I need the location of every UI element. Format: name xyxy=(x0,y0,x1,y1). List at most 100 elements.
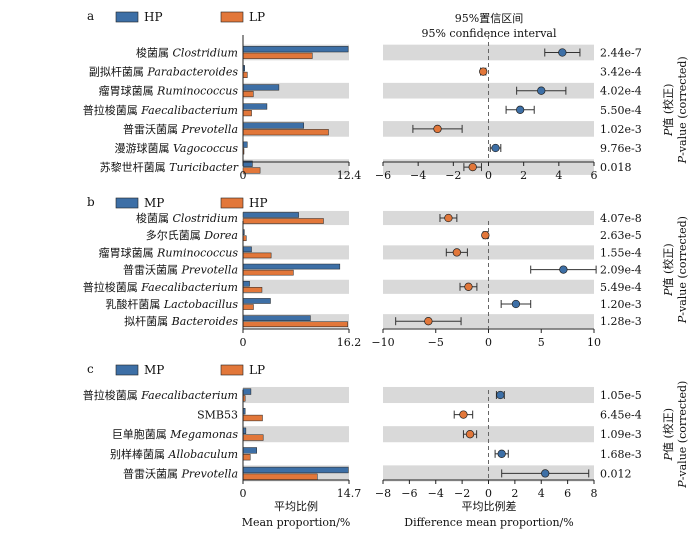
panel-b-legend-swatch-hp xyxy=(220,197,244,209)
panel-a-diff-point-4 xyxy=(433,124,442,134)
panel-c-band-right-0 xyxy=(383,386,594,404)
panel-a-diff-point-1 xyxy=(479,67,488,76)
panel-b-category-label-2: 瘤胃球菌属 Ruminococcus xyxy=(99,245,239,259)
panel-a-p-value-3: 5.50e-4 xyxy=(600,104,642,117)
footer-right-en: Difference mean proportion/% xyxy=(404,516,573,529)
panel-a-letter: a xyxy=(87,9,94,23)
panel-c-mean-tick-label-1: 14.7 xyxy=(337,487,362,500)
panel-c-letter: c xyxy=(87,362,94,376)
panel-b-diff-tick-label-3: 5 xyxy=(538,336,545,349)
panel-a-p-value-5: 9.76e-3 xyxy=(600,142,642,155)
panel-b-band-left-4 xyxy=(243,279,349,294)
panel-c-diff-point-1 xyxy=(459,410,468,419)
panel-b-diff-tick-label-0: −10 xyxy=(371,336,394,349)
panel-b-bar-mp-6 xyxy=(242,315,311,321)
panel-b-pvalue-label-cn: P值 (校正) xyxy=(661,243,675,297)
panel-a-mean-tick-label-0: 0 xyxy=(240,169,247,182)
panel-a-category-label-2: 瘤胃球菌属 Ruminococcus xyxy=(99,84,239,98)
panel-c-legend-label-mp: MP xyxy=(144,363,164,377)
panel-c-category-label-3: 别样棒菌属 Allobaculum xyxy=(110,447,238,461)
panel-c-p-value-1: 6.45e-4 xyxy=(600,409,642,422)
panel-b-bar-hp-0 xyxy=(242,218,324,224)
panel-a-p-value-6: 0.018 xyxy=(600,161,632,174)
panel-c-bar-lp-4 xyxy=(242,473,318,480)
panel-a-pvalue-label-cn: P值 (校正) xyxy=(661,84,675,138)
panel-a-bar-lp-6 xyxy=(242,167,261,174)
panel-b-diff-point-1 xyxy=(481,231,490,240)
panel-b-p-value-3: 2.09e-4 xyxy=(600,264,642,277)
panel-b-p-value-0: 4.07e-8 xyxy=(600,212,642,225)
panel-c-p-value-2: 1.09e-3 xyxy=(600,428,642,441)
panel-a-legend-swatch-hp xyxy=(115,11,139,23)
panel-b-bar-mp-0 xyxy=(242,212,299,218)
panel-a-bar-hp-0 xyxy=(242,46,349,53)
panel-b-diff-point-5 xyxy=(511,299,521,309)
panel-c-p-value-0: 1.05e-5 xyxy=(600,389,642,402)
panel-a-bar-hp-3 xyxy=(242,103,268,110)
panel-a-mean-tick-label-1: 12.4 xyxy=(337,169,362,182)
panel-a-p-value-4: 1.02e-3 xyxy=(600,123,642,136)
panel-b-pvalue-label-en: P-value (corrected) xyxy=(676,216,689,324)
panel-b-bar-hp-2 xyxy=(242,252,272,259)
panel-a-category-label-1: 副拟杆菌属 Parabacteroides xyxy=(89,65,238,79)
panel-c-band-left-0 xyxy=(243,386,349,404)
panel-b-diff-tick-label-4: 10 xyxy=(587,336,601,349)
footer-left-cn: 平均比例 xyxy=(274,499,318,513)
panel-c-diff-tick-label-2: −4 xyxy=(428,487,444,500)
panel-b-legend-swatch-mp xyxy=(115,197,139,209)
panel-b-p-value-2: 1.55e-4 xyxy=(600,246,642,259)
panel-c-bar-lp-2 xyxy=(242,434,264,441)
panel-a-diff-point-0 xyxy=(558,48,567,57)
panel-a-diff-point-6 xyxy=(468,162,477,172)
panel-b-bar-mp-3 xyxy=(242,263,341,270)
panel-b-legend-label-hp: HP xyxy=(249,196,268,210)
footer-right-cn: 平均比例差 xyxy=(462,499,517,513)
panel-a-legend-label-hp: HP xyxy=(144,10,163,24)
panel-a-category-label-6: 苏黎世杆菌属 Turicibacter xyxy=(100,160,239,174)
panel-c-diff-tick-label-0: −8 xyxy=(375,487,391,500)
panel-b-bar-mp-5 xyxy=(242,298,271,304)
panel-c-diff-point-4 xyxy=(541,469,550,478)
panel-b-legend-label-mp: MP xyxy=(144,196,164,210)
panel-b-p-value-5: 1.20e-3 xyxy=(600,298,642,311)
panel-c-bar-mp-0 xyxy=(242,388,252,395)
panel-c-diff-point-2 xyxy=(465,430,475,439)
panel-c-pvalue-label-cn: P值 (校正) xyxy=(661,408,675,462)
panel-b-diff-tick-label-2: 0 xyxy=(485,336,492,349)
panel-a-category-label-4: 普雷沃菌属 Prevotella xyxy=(123,122,238,136)
panel-b-category-label-4: 普拉梭菌属 Faecalibacterium xyxy=(83,280,238,294)
panel-b-diff-tick-label-1: −5 xyxy=(428,336,444,349)
panel-c-bar-mp-4 xyxy=(242,466,349,474)
panel-a-pvalue-label-en: P-value (corrected) xyxy=(676,56,689,164)
panel-b-category-label-3: 普雷沃菌属 Prevotella xyxy=(123,263,238,277)
panel-a-category-label-5: 漫游球菌属 Vagococcus xyxy=(115,141,239,155)
panel-a-diff-tick-label-0: −6 xyxy=(375,169,391,182)
panel-c-p-value-3: 1.68e-3 xyxy=(600,448,642,461)
panel-a-diff-tick-label-6: 6 xyxy=(591,169,598,182)
panel-c-diff-tick-label-6: 4 xyxy=(538,487,545,500)
panel-a-diff-point-5 xyxy=(491,143,500,153)
panel-c-pvalue-label-en: P-value (corrected) xyxy=(676,381,689,489)
panel-a-bar-lp-3 xyxy=(242,110,252,117)
panel-b-diff-point-2 xyxy=(452,248,462,257)
panel-c-category-label-1: SMB53 xyxy=(197,409,238,422)
panel-a-bar-lp-1 xyxy=(242,71,248,78)
panel-b-category-label-6: 拟杆菌属 Bacteroides xyxy=(124,314,238,328)
panel-b-diff-point-0 xyxy=(444,213,453,223)
panel-c-category-label-0: 普拉梭菌属 Faecalibacterium xyxy=(83,388,238,402)
panel-a-band-left-6 xyxy=(243,159,349,175)
panel-c-band-left-2 xyxy=(243,426,349,443)
panel-a-diff-tick-label-2: −2 xyxy=(445,169,461,182)
panel-a-diff-point-2 xyxy=(537,86,546,95)
panel-c-diff-tick-label-3: −2 xyxy=(454,487,470,500)
panel-c-bar-mp-3 xyxy=(242,447,257,454)
panel-b-diff-point-6 xyxy=(424,317,433,326)
panel-a-bar-lp-2 xyxy=(242,90,254,98)
panel-c-diff-tick-label-5: 2 xyxy=(511,487,518,500)
panel-a-diff-tick-label-5: 4 xyxy=(555,169,562,182)
panel-b-diff-point-3 xyxy=(559,265,568,274)
panel-c-mean-tick-label-0: 0 xyxy=(240,487,247,500)
panel-b-bar-mp-4 xyxy=(242,280,250,287)
